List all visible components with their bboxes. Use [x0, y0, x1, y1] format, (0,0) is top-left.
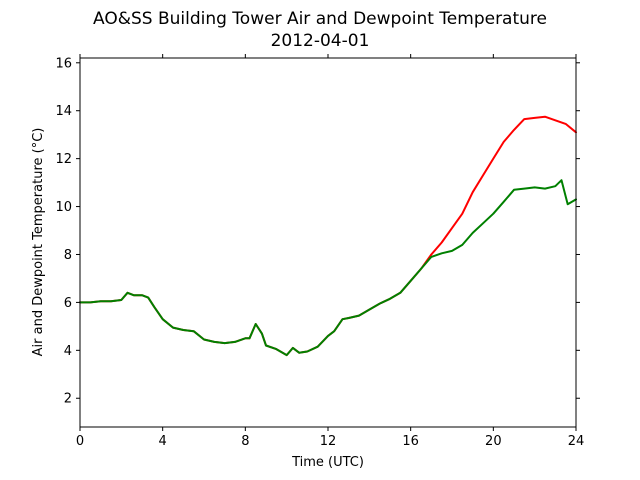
chart-title: AO&SS Building Tower Air and Dewpoint Te…	[93, 9, 547, 29]
y-tick-label: 2	[64, 392, 72, 407]
x-axis-label: Time (UTC)	[291, 455, 364, 470]
series-line-2	[79, 179, 577, 357]
x-tick-label: 16	[402, 434, 419, 449]
chart-subtitle: 2012-04-01	[271, 31, 370, 51]
plot-area	[79, 115, 577, 357]
y-tick-label: 10	[55, 200, 72, 215]
series-line-1	[79, 115, 577, 357]
y-tick-label: 8	[64, 248, 72, 263]
x-tick-label: 8	[241, 434, 249, 449]
x-tick-label: 24	[568, 434, 585, 449]
y-tick-label: 4	[64, 344, 72, 359]
y-tick-label: 16	[55, 56, 72, 71]
y-tick-label: 12	[55, 152, 72, 167]
x-tick-label: 0	[76, 434, 84, 449]
y-tick-label: 6	[64, 296, 72, 311]
y-axis-label: Air and Dewpoint Temperature (°C)	[31, 128, 46, 357]
x-tick-label: 12	[320, 434, 337, 449]
x-tick-label: 20	[485, 434, 502, 449]
x-tick-label: 4	[159, 434, 167, 449]
y-tick-label: 14	[55, 104, 72, 119]
plot-frame	[79, 57, 577, 428]
